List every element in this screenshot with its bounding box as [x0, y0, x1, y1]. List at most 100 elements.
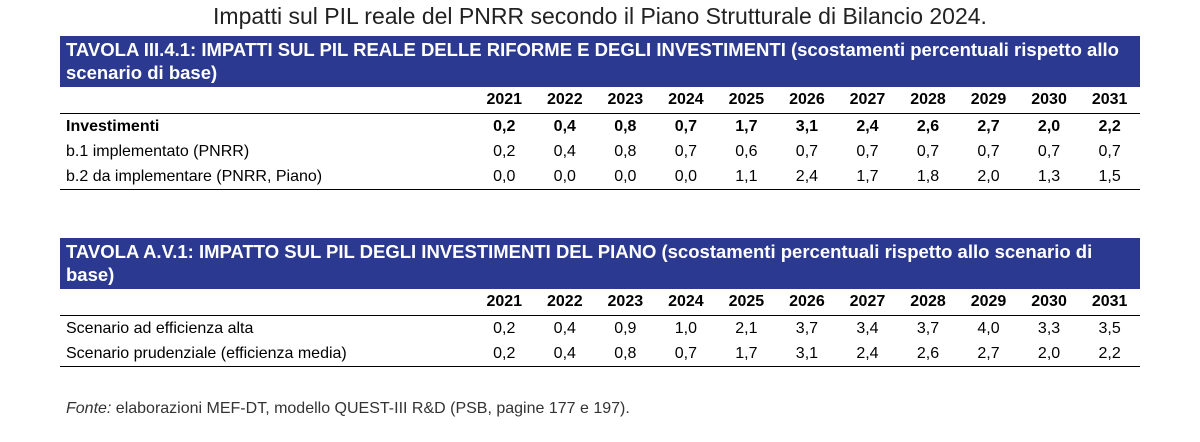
cell-value: 0,4 [553, 117, 576, 135]
cell-value: 2,4 [856, 117, 879, 135]
cell-value: 4,0 [977, 319, 1000, 337]
year-header: 2024 [655, 289, 717, 316]
cell-value: 0,2 [493, 319, 516, 337]
page-title: Impatti sul PIL reale del PNRR secondo i… [213, 3, 987, 29]
cell-value: 0,6 [735, 142, 758, 160]
cell-value: 1,8 [897, 164, 959, 190]
year-header: 2023 [595, 289, 656, 316]
cell-value: 0,7 [795, 142, 819, 160]
years-row: 2021 2022 2023 2024 2025 2026 2027 2028 … [60, 289, 1140, 316]
cell-value: 3,7 [916, 319, 940, 337]
year-header: 2031 [1079, 87, 1140, 114]
cell-value: 2,7 [958, 341, 1019, 367]
cell-value: 0,8 [595, 341, 656, 367]
cell-value: 2,2 [1098, 117, 1121, 135]
year-header: 2026 [776, 87, 838, 114]
cell-value: 3,5 [1098, 319, 1121, 337]
cell-value: 0,7 [916, 142, 940, 160]
cell-value: 0,4 [553, 319, 576, 337]
data-table: 2021 2022 2023 2024 2025 2026 2027 2028 … [60, 289, 1140, 367]
cell-value: 0,7 [655, 341, 717, 367]
table-header: TAVOLA A.V.1: IMPATTO SUL PIL DEGLI INVE… [60, 238, 1140, 289]
cell-value: 0,7 [1037, 142, 1061, 160]
cell-value: 3,7 [795, 319, 819, 337]
source-note: Fonte: elaborazioni MEF-DT, modello QUES… [66, 400, 630, 418]
cell-value: 2,6 [916, 117, 940, 135]
cell-value: 0,4 [553, 142, 576, 160]
row-label: Investimenti [66, 117, 160, 135]
year-header: 2024 [655, 87, 717, 114]
cell-value: 0,2 [493, 142, 516, 160]
year-header: 2021 [474, 87, 535, 114]
cell-value: 1,7 [735, 117, 758, 135]
table-row-investimenti: Investimenti 0,2 0,4 0,8 0,7 1,7 3,1 2,4… [60, 114, 1140, 140]
row-label: b.1 implementato (PNRR) [66, 142, 250, 160]
cell-value: 0,8 [614, 142, 637, 160]
year-header: 2030 [1018, 289, 1080, 316]
table-tavola-iii-4-1: TAVOLA III.4.1: IMPATTI SUL PIL REALE DE… [60, 36, 1140, 190]
year-header: 2025 [716, 87, 777, 114]
cell-value: 0,7 [1098, 142, 1121, 160]
table-row-prudenziale: Scenario prudenziale (efficienza media) … [60, 341, 1140, 367]
cell-value: 0,7 [674, 117, 697, 135]
table-header: TAVOLA III.4.1: IMPATTI SUL PIL REALE DE… [60, 36, 1140, 87]
year-header: 2025 [716, 289, 777, 316]
source-text: elaborazioni MEF-DT, modello QUEST-III R… [111, 400, 630, 417]
cell-value: 0,7 [856, 142, 879, 160]
year-header: 2029 [958, 289, 1019, 316]
source-label: Fonte: [66, 400, 112, 417]
year-header: 2026 [776, 289, 838, 316]
cell-value: 2,4 [837, 341, 898, 367]
table-row-b1: b.1 implementato (PNRR) 0,2 0,4 0,8 0,7 … [60, 139, 1140, 164]
year-header: 2027 [837, 87, 898, 114]
cell-value: 2,1 [735, 319, 758, 337]
cell-value: 1,7 [716, 341, 777, 367]
year-header: 2028 [897, 87, 959, 114]
cell-value: 2,6 [897, 341, 959, 367]
table-row-efficienza-alta: Scenario ad efficienza alta 0,2 0,4 0,9 … [60, 316, 1140, 342]
cell-value: 2,0 [1037, 117, 1061, 135]
cell-value: 0,9 [614, 319, 637, 337]
cell-value: 1,7 [837, 164, 898, 190]
row-label: b.2 da implementare (PNRR, Piano) [60, 164, 474, 190]
cell-value: 0,0 [655, 164, 717, 190]
corner-cell [60, 289, 474, 316]
year-header: 2030 [1018, 87, 1080, 114]
cell-value: 3,3 [1037, 319, 1061, 337]
year-header: 2027 [837, 289, 898, 316]
year-header: 2023 [595, 87, 656, 114]
cell-value: 0,0 [595, 164, 656, 190]
year-header: 2022 [534, 87, 596, 114]
cell-value: 3,1 [795, 117, 819, 135]
cell-value: 0,8 [614, 117, 637, 135]
table-row-b2: b.2 da implementare (PNRR, Piano) 0,0 0,… [60, 164, 1140, 190]
cell-value: 0,0 [474, 164, 535, 190]
year-header: 2028 [897, 289, 959, 316]
cell-value: 1,5 [1079, 164, 1140, 190]
year-header: 2021 [474, 289, 535, 316]
corner-cell [60, 87, 474, 114]
cell-value: 2,0 [958, 164, 1019, 190]
table-tavola-a-v-1: TAVOLA A.V.1: IMPATTO SUL PIL DEGLI INVE… [60, 238, 1140, 367]
cell-value: 0,4 [534, 341, 596, 367]
cell-value: 2,2 [1079, 341, 1140, 367]
cell-value: 0,7 [674, 142, 697, 160]
cell-value: 0,7 [977, 142, 1000, 160]
data-table: 2021 2022 2023 2024 2025 2026 2027 2028 … [60, 87, 1140, 190]
row-label: Scenario ad efficienza alta [66, 319, 254, 337]
cell-value: 2,4 [776, 164, 838, 190]
year-header: 2029 [958, 87, 1019, 114]
year-header: 2031 [1079, 289, 1140, 316]
cell-value: 0,0 [534, 164, 596, 190]
cell-value: 0,2 [474, 341, 535, 367]
cell-value: 2,0 [1018, 341, 1080, 367]
cell-value: 0,2 [493, 117, 516, 135]
cell-value: 1,1 [716, 164, 777, 190]
cell-value: 3,4 [856, 319, 879, 337]
cell-value: 1,3 [1018, 164, 1080, 190]
cell-value: 3,1 [776, 341, 838, 367]
cell-value: 1,0 [674, 319, 697, 337]
years-row: 2021 2022 2023 2024 2025 2026 2027 2028 … [60, 87, 1140, 114]
year-header: 2022 [534, 289, 596, 316]
row-label: Scenario prudenziale (efficienza media) [60, 341, 474, 367]
